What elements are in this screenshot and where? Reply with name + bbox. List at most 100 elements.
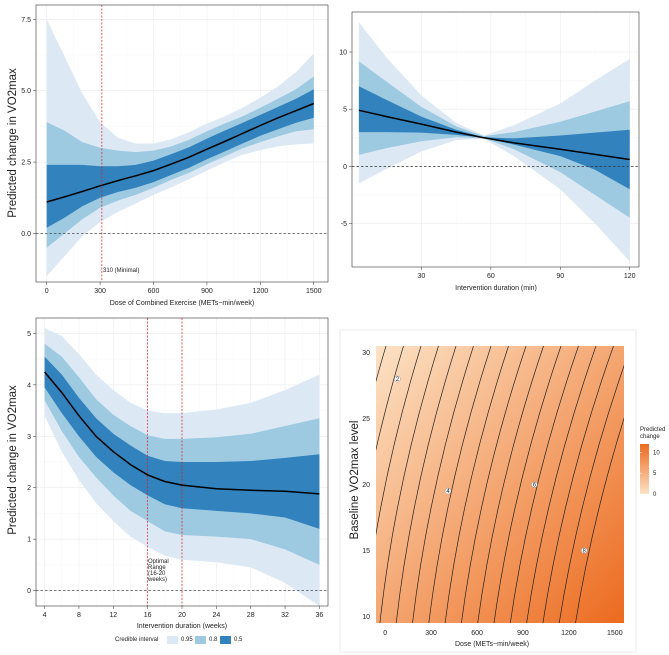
time-xtick-label: 120 (624, 273, 636, 280)
time-ytick-label: -5 (341, 221, 347, 228)
weeks-xtick-label: 12 (109, 612, 117, 619)
dose-panel: 0 300 600 900 1200 1500 0.0 2.5 5.0 7.5 310 (Min… (7, 4, 329, 307)
dose-ytick-label: 0.0 (21, 231, 31, 238)
heat-legend-ticks: 10 5 0 (640, 450, 660, 498)
heat-legend-tick-label: 0 (653, 492, 657, 498)
weeks-annotation-line: weeks) (147, 577, 167, 583)
heat-contour-line (558, 364, 624, 623)
heat-ytick-label: 20 (362, 482, 370, 489)
heat-contour-line (376, 346, 404, 451)
heat-yticks: 10 15 20 25 30 (362, 350, 370, 621)
dose-xtick-label: 900 (201, 288, 213, 295)
dose-xtick-label: 300 (94, 288, 106, 295)
ci-legend-title: Credible interval (115, 637, 158, 643)
heat-contour-line (575, 417, 624, 623)
heat-contour-line (542, 346, 614, 623)
heat-legend-title: change (640, 434, 660, 440)
heat-panel-frame (339, 329, 637, 653)
time-panel-border (351, 11, 640, 268)
time-panel: 30 60 90 120 -5 0 5 10 Intervention duration (… (339, 11, 640, 292)
time-xtick-label: 90 (556, 273, 564, 280)
heat-contour-line (461, 346, 527, 623)
heat-ytick-label: 25 (362, 416, 370, 423)
weeks-ylabel: Predicted change in VO2max (7, 385, 19, 535)
heat-xtick-label: 1200 (561, 630, 577, 637)
weeks-xtick-label: 32 (281, 612, 289, 619)
weeks-xticks: 4 8 12 16 20 24 28 32 36 (43, 606, 323, 619)
ci-legend-label-95: 0.95 (181, 637, 193, 643)
weeks-xtick-label: 20 (178, 612, 186, 619)
weeks-ytick-label: 1 (27, 537, 31, 544)
weeks-xtick-label: 16 (144, 612, 152, 619)
heat-contour-line (477, 346, 544, 623)
dose-vline-label: 310 (Minimal) (103, 268, 139, 274)
time-median-line (358, 109, 630, 161)
dose-ytick-label: 7.5 (21, 17, 31, 24)
heat-ylabel: Baseline VO2max level (349, 421, 361, 540)
contour-label-text: 4 (446, 489, 450, 495)
weeks-median-line (44, 371, 320, 495)
heat-fill (376, 346, 624, 623)
weeks-annotation: Optimal Range (16-20 weeks) (147, 559, 169, 583)
heat-contour-line (493, 346, 562, 623)
weeks-ci50-band (44, 356, 320, 529)
heat-legend-tick-label: 10 (653, 450, 660, 456)
dose-yticks: 0.0 2.5 5.0 7.5 (21, 17, 36, 238)
contour-label-4: 4 (444, 487, 452, 495)
contour-label-8: 8 (581, 547, 588, 555)
dose-xtick-label: 1500 (306, 288, 322, 295)
heat-legend-tick-label: 5 (653, 471, 657, 477)
heat-contour-line (444, 346, 509, 623)
heat-ytick-label: 10 (362, 614, 370, 621)
heat-contour-line (376, 346, 422, 536)
dose-xtick-label: 600 (148, 288, 160, 295)
heat-contour-line (379, 346, 439, 623)
heat-xlabel: Dose (METs−min/week) (455, 641, 529, 648)
dose-xlabel: Dose of Combined Exercise (METs−min/week… (110, 300, 255, 307)
heat-contour-line (412, 346, 474, 623)
ci-legend-label-50: 0.5 (234, 637, 243, 643)
dose-xtick-label: 0 (45, 288, 49, 295)
dose-ytick-label: 5.0 (21, 88, 31, 95)
weeks-annotation-line: Optimal (148, 559, 169, 565)
weeks-xtick-label: 4 (43, 612, 47, 619)
contour-label-6: 6 (531, 481, 538, 489)
dose-xtick-label: 1200 (253, 288, 269, 295)
time-ytick-label: 5 (343, 107, 347, 114)
dose-bands (36, 5, 328, 282)
heat-legend-title: Predicted (640, 427, 665, 433)
time-ytick-label: 0 (343, 164, 347, 171)
heat-xtick-label: 300 (425, 630, 437, 637)
weeks-bands (36, 318, 328, 606)
contour-label-text: 2 (396, 377, 400, 383)
weeks-xlabel: Intervention duration (weeks) (137, 623, 227, 630)
heat-contour-line (526, 346, 597, 623)
heat-xtick-label: 900 (517, 630, 529, 637)
contour-label-text: 6 (533, 483, 537, 489)
heat-contour-line (395, 346, 457, 623)
dose-ylabel: Predicted change in VO2max (7, 68, 19, 218)
weeks-ytick-label: 5 (27, 331, 31, 338)
dose-ci50-band (46, 89, 314, 228)
weeks-xtick-label: 28 (247, 612, 255, 619)
ci-legend-swatch-80 (195, 636, 206, 644)
dose-median-line (46, 102, 315, 203)
time-xtick-label: 60 (487, 273, 495, 280)
heat-xtick-label: 600 (471, 630, 483, 637)
heat-legend: Predicted change 10 5 0 (640, 427, 665, 498)
dose-xticks: 0 300 600 900 1200 1500 (45, 282, 322, 295)
weeks-ytick-label: 3 (27, 434, 31, 441)
heat-legend-bar (640, 444, 649, 494)
time-ytick-label: 10 (339, 50, 347, 57)
time-yticks: -5 0 5 10 (339, 50, 352, 228)
heat-xtick-label: 0 (383, 630, 387, 637)
time-xticks: 30 60 90 120 (418, 267, 636, 280)
heat-ytick-label: 15 (362, 548, 370, 555)
ci-legend-swatch-95 (167, 636, 178, 644)
heat-ytick-label: 30 (362, 350, 370, 357)
ci-legend-swatch-50 (220, 636, 231, 644)
time-xlabel: Intervention duration (min) (455, 285, 537, 292)
